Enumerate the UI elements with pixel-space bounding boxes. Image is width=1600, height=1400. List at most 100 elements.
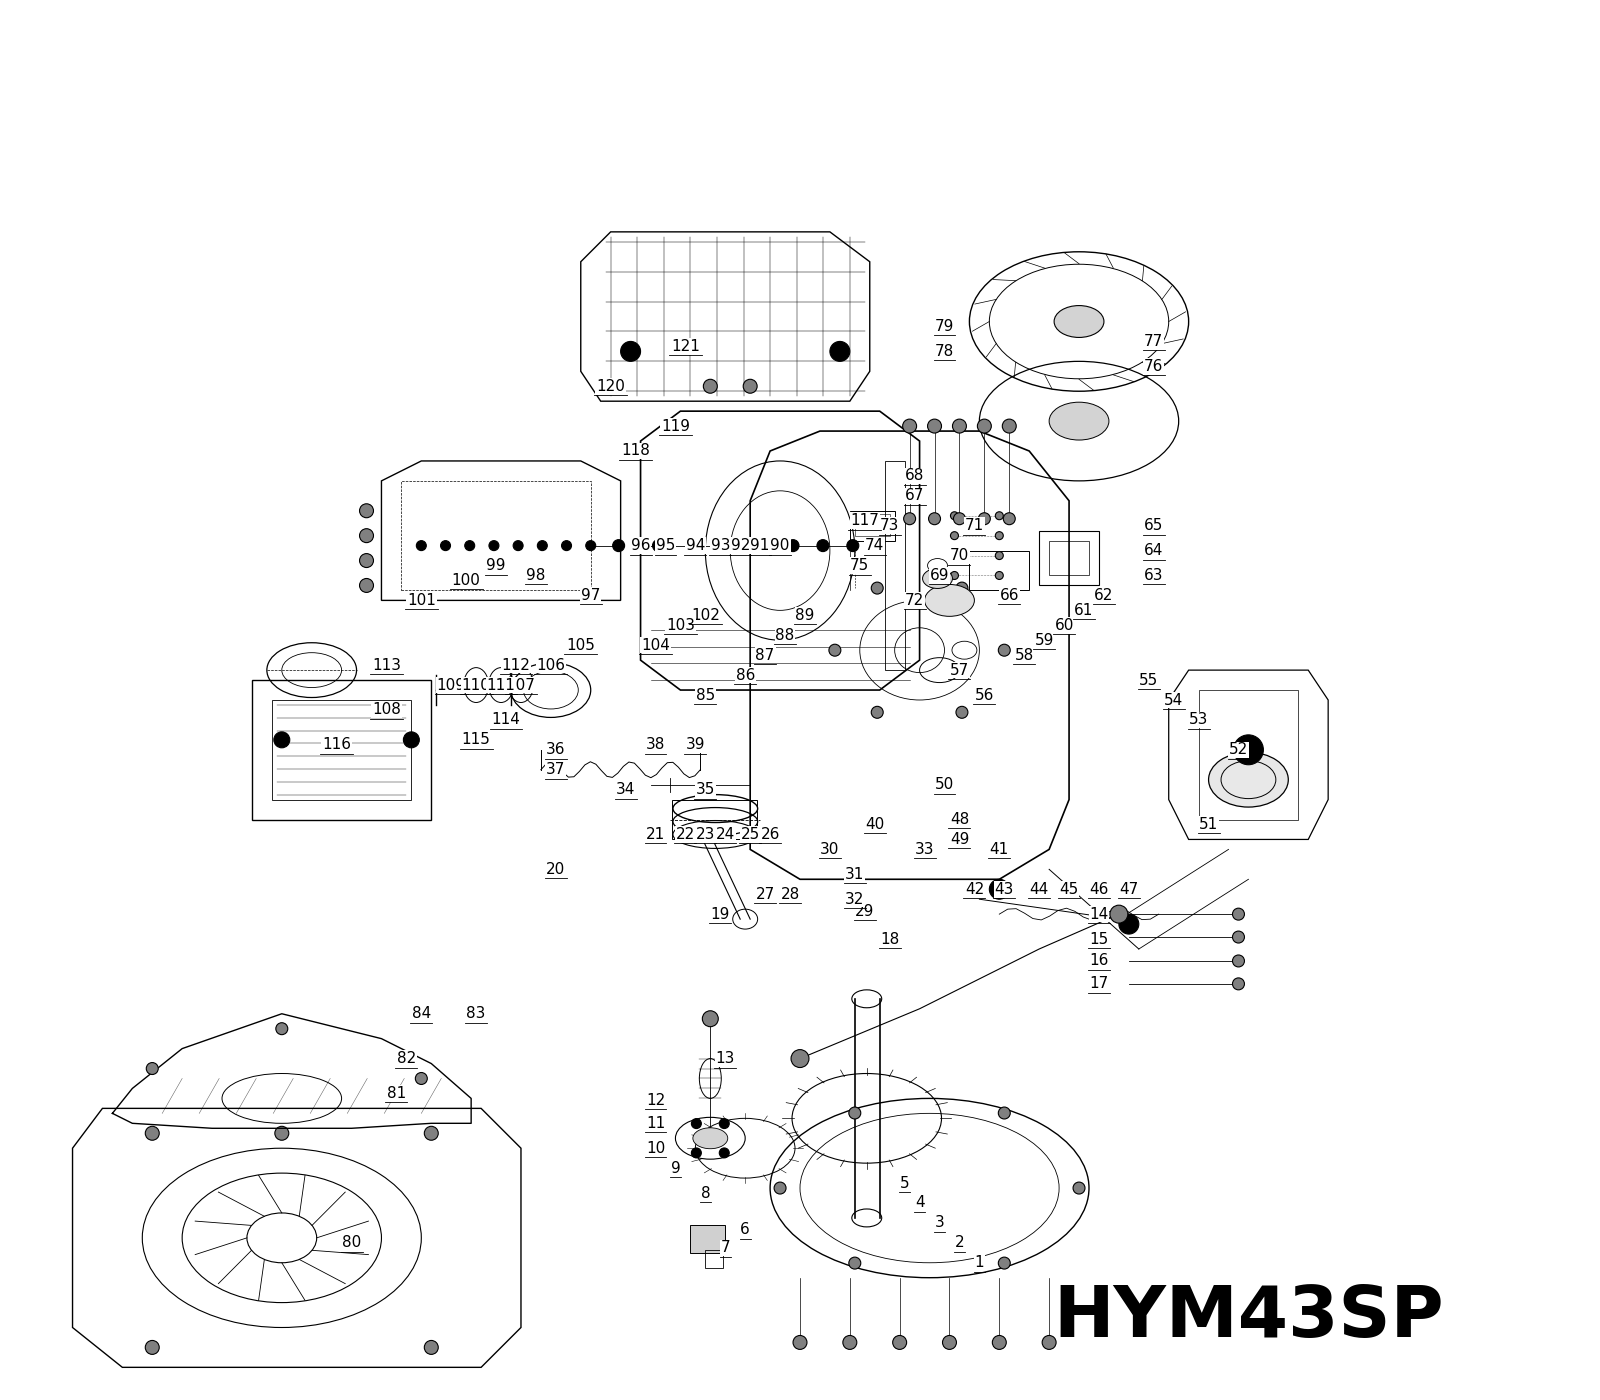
- Text: 4: 4: [915, 1196, 925, 1211]
- Text: 70: 70: [950, 547, 970, 563]
- Text: 106: 106: [536, 658, 565, 672]
- Circle shape: [850, 1257, 861, 1268]
- Circle shape: [146, 1340, 160, 1354]
- Circle shape: [952, 419, 966, 433]
- Text: 14: 14: [1090, 907, 1109, 921]
- Circle shape: [1234, 735, 1264, 764]
- Text: 16: 16: [1090, 953, 1109, 969]
- Text: 64: 64: [1144, 543, 1163, 559]
- Circle shape: [1002, 419, 1016, 433]
- Text: 27: 27: [755, 886, 774, 902]
- Text: 91: 91: [750, 538, 770, 553]
- Text: 55: 55: [1139, 672, 1158, 687]
- Text: 38: 38: [646, 738, 666, 752]
- Text: 113: 113: [371, 658, 402, 672]
- Circle shape: [955, 707, 968, 718]
- Text: 45: 45: [1059, 882, 1078, 897]
- Text: 49: 49: [950, 832, 970, 847]
- Text: 19: 19: [710, 907, 730, 921]
- Text: 62: 62: [1094, 588, 1114, 603]
- Text: 116: 116: [322, 738, 350, 752]
- Text: 23: 23: [696, 827, 715, 841]
- Bar: [272, 700, 411, 799]
- Text: 86: 86: [736, 668, 755, 683]
- Circle shape: [942, 1336, 957, 1350]
- Ellipse shape: [1054, 305, 1104, 337]
- Text: 120: 120: [597, 379, 626, 393]
- Circle shape: [688, 539, 699, 552]
- Circle shape: [704, 379, 717, 393]
- Text: 94: 94: [686, 538, 706, 553]
- Text: 115: 115: [462, 732, 491, 748]
- Text: 42: 42: [965, 882, 984, 897]
- Text: 36: 36: [546, 742, 566, 757]
- Circle shape: [978, 419, 992, 433]
- Text: 15: 15: [1090, 931, 1109, 946]
- Circle shape: [360, 529, 373, 543]
- Text: 33: 33: [915, 841, 934, 857]
- Circle shape: [1042, 1336, 1056, 1350]
- Circle shape: [275, 1023, 288, 1035]
- Circle shape: [416, 540, 426, 550]
- Circle shape: [794, 1336, 806, 1350]
- Bar: [672, 799, 757, 840]
- Text: 43: 43: [995, 882, 1014, 897]
- Text: 121: 121: [670, 339, 699, 354]
- Text: 112: 112: [501, 658, 531, 672]
- Bar: [690, 1225, 725, 1253]
- Circle shape: [998, 1257, 1010, 1268]
- Circle shape: [403, 732, 419, 748]
- Circle shape: [1118, 914, 1139, 934]
- Circle shape: [416, 1072, 427, 1085]
- Text: 102: 102: [691, 608, 720, 623]
- Text: 105: 105: [566, 638, 595, 652]
- Circle shape: [1232, 955, 1245, 967]
- Bar: [1198, 690, 1298, 819]
- Circle shape: [950, 512, 958, 519]
- Text: 24: 24: [715, 827, 734, 841]
- Circle shape: [955, 582, 968, 594]
- Text: 80: 80: [342, 1235, 362, 1250]
- Text: 90: 90: [770, 538, 790, 553]
- Text: 69: 69: [930, 568, 949, 582]
- Text: 71: 71: [965, 518, 984, 533]
- Text: 37: 37: [546, 762, 565, 777]
- Text: 88: 88: [776, 627, 795, 643]
- Circle shape: [850, 1107, 861, 1119]
- Text: 114: 114: [491, 713, 520, 728]
- Text: 99: 99: [486, 559, 506, 573]
- Text: 18: 18: [880, 931, 899, 946]
- Text: 83: 83: [467, 1007, 486, 1021]
- Text: 73: 73: [880, 518, 899, 533]
- Text: 85: 85: [696, 687, 715, 703]
- Text: 108: 108: [373, 703, 402, 717]
- Text: 74: 74: [866, 538, 885, 553]
- Text: 40: 40: [866, 818, 885, 832]
- Text: 56: 56: [974, 687, 994, 703]
- Circle shape: [702, 1011, 718, 1026]
- Text: 82: 82: [397, 1051, 416, 1065]
- Text: 13: 13: [715, 1051, 734, 1065]
- Text: 11: 11: [646, 1116, 666, 1131]
- Text: 9: 9: [670, 1161, 680, 1176]
- Text: 30: 30: [821, 841, 840, 857]
- Text: 50: 50: [934, 777, 954, 792]
- Circle shape: [720, 1119, 730, 1128]
- Circle shape: [538, 540, 547, 550]
- Circle shape: [562, 540, 571, 550]
- Text: 34: 34: [616, 783, 635, 797]
- Text: 57: 57: [950, 662, 970, 678]
- Text: 93: 93: [710, 538, 730, 553]
- Text: 12: 12: [646, 1093, 666, 1107]
- Text: 48: 48: [950, 812, 970, 827]
- Circle shape: [893, 1336, 907, 1350]
- Circle shape: [720, 1148, 730, 1158]
- Text: 46: 46: [1090, 882, 1109, 897]
- Circle shape: [872, 582, 883, 594]
- Text: 100: 100: [451, 573, 480, 588]
- Text: 25: 25: [741, 827, 760, 841]
- Text: 66: 66: [1000, 588, 1019, 603]
- Circle shape: [1232, 977, 1245, 990]
- Circle shape: [514, 540, 523, 550]
- Circle shape: [653, 539, 664, 552]
